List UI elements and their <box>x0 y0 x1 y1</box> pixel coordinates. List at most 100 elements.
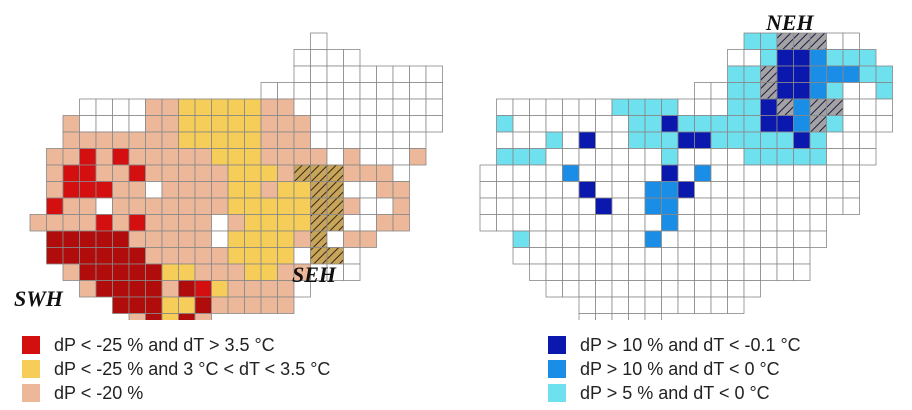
grid-cell <box>595 214 613 232</box>
grid-cell <box>727 148 745 166</box>
grid-cell <box>611 263 629 281</box>
grid-cell <box>611 131 629 149</box>
grid-cell <box>644 148 662 166</box>
grid-cell <box>194 313 212 320</box>
region-label-neh: NEH <box>766 10 814 35</box>
legend-item-weak-drying: dP < -20 % <box>22 381 330 405</box>
grid-cell <box>343 65 361 83</box>
grid-cell <box>611 247 629 265</box>
grid-cell <box>112 115 130 133</box>
grid-cell <box>562 197 580 215</box>
grid-cell <box>760 247 778 265</box>
grid-cell <box>194 280 212 298</box>
grid-cell <box>793 49 811 67</box>
grid-cell <box>178 247 196 265</box>
grid-cell <box>293 214 311 232</box>
grid-cell <box>161 296 179 314</box>
grid-cell <box>529 247 547 265</box>
grid-cell <box>644 181 662 199</box>
grid-cell <box>227 280 245 298</box>
grid-cell <box>211 214 229 232</box>
grid-cell <box>760 214 778 232</box>
grid-cell <box>326 230 344 248</box>
grid-cell <box>595 263 613 281</box>
grid-cell <box>161 214 179 232</box>
grid-cell <box>578 263 596 281</box>
grid-cell <box>743 115 761 133</box>
grid-cell <box>694 181 712 199</box>
grid-cell <box>760 181 778 199</box>
grid-cell <box>376 164 394 182</box>
grid-cell <box>244 296 262 314</box>
grid-cell <box>644 164 662 182</box>
grid-cell <box>293 115 311 133</box>
grid-cell <box>161 263 179 281</box>
grid-cell <box>529 181 547 199</box>
grid-cell <box>661 181 679 199</box>
grid-cell <box>578 296 596 314</box>
grid-cell <box>842 148 860 166</box>
grid-cell <box>293 131 311 149</box>
grid-cell <box>211 115 229 133</box>
grid-cell <box>727 115 745 133</box>
grid-cell <box>694 247 712 265</box>
grid-cell <box>95 115 113 133</box>
grid-cell <box>244 164 262 182</box>
grid-cell <box>392 197 410 215</box>
grid-cell <box>326 197 344 215</box>
grid-cell <box>277 82 295 100</box>
grid-cell <box>710 197 728 215</box>
grid-cell <box>128 313 146 320</box>
grid-cell <box>743 247 761 265</box>
grid-cell <box>694 98 712 116</box>
grid-cell <box>359 214 377 232</box>
grid-cell <box>128 115 146 133</box>
grid-cell <box>859 131 877 149</box>
grid-cell <box>826 148 844 166</box>
grid-cell <box>760 148 778 166</box>
grid-cell <box>677 98 695 116</box>
grid-cell <box>512 230 530 248</box>
grid-cell <box>661 115 679 133</box>
grid-cell <box>661 197 679 215</box>
grid-cell <box>145 197 163 215</box>
grid-cell <box>260 82 278 100</box>
grid-cell <box>512 181 530 199</box>
legend-item-moderate-wetting: dP > 10 % and dT < 0 °C <box>548 357 801 381</box>
grid-cell <box>161 131 179 149</box>
grid-cell <box>760 49 778 67</box>
grid-cell <box>611 214 629 232</box>
grid-cell <box>776 181 794 199</box>
legend-item-strong-wetting: dP > 10 % and dT < -0.1 °C <box>548 333 801 357</box>
grid-cell <box>859 115 877 133</box>
grid-cell <box>112 98 130 116</box>
grid-cell <box>293 181 311 199</box>
grid-cell <box>293 82 311 100</box>
legend-label: dP < -25 % and 3 °C < dT < 3.5 °C <box>54 358 331 379</box>
grid-cell <box>743 197 761 215</box>
grid-cell <box>595 280 613 298</box>
grid-cell <box>562 263 580 281</box>
grid-cell <box>310 32 328 50</box>
grid-cell <box>628 247 646 265</box>
grid-cell <box>710 82 728 100</box>
grid-cell <box>760 98 778 116</box>
grid-cell <box>859 65 877 83</box>
grid-cell <box>644 197 662 215</box>
grid-cell <box>842 164 860 182</box>
grid-cell <box>628 230 646 248</box>
grid-cell <box>343 164 361 182</box>
grid-cell <box>628 263 646 281</box>
grid-cell <box>46 197 64 215</box>
grid-cell <box>545 230 563 248</box>
grid-cell <box>128 230 146 248</box>
grid-cell <box>479 197 497 215</box>
grid-cell <box>809 181 827 199</box>
grid-cell <box>743 32 761 50</box>
grid-cell <box>95 131 113 149</box>
grid-cell <box>611 197 629 215</box>
grid-cell <box>628 148 646 166</box>
grid-cell <box>293 197 311 215</box>
grid-cell <box>578 313 596 320</box>
grid-cell <box>376 197 394 215</box>
